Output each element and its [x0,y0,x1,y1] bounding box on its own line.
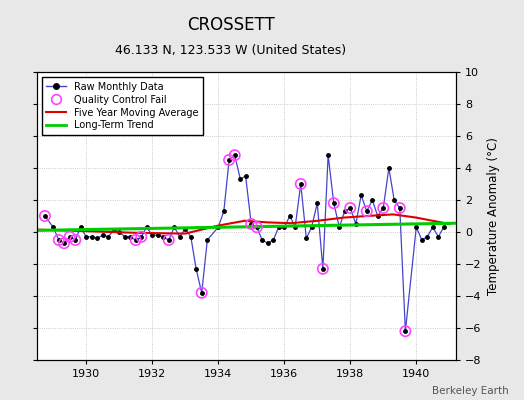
Point [66,234,74,240]
Point [165,237,173,243]
Point [231,152,239,158]
Point [253,224,261,230]
Point [198,290,206,296]
Point [396,205,404,211]
Point [54,237,63,243]
Point [379,205,387,211]
Point [346,205,354,211]
Text: Berkeley Earth: Berkeley Earth [432,386,508,396]
Point [319,266,327,272]
Point [247,221,255,227]
Legend: Raw Monthly Data, Quality Control Fail, Five Year Moving Average, Long-Term Tren: Raw Monthly Data, Quality Control Fail, … [41,77,203,135]
Point [401,328,410,334]
Point [132,237,140,243]
Point [363,208,371,214]
Point [137,234,146,240]
Text: 46.133 N, 123.533 W (United States): 46.133 N, 123.533 W (United States) [115,44,346,57]
Point [297,181,305,187]
Y-axis label: Temperature Anomaly (°C): Temperature Anomaly (°C) [487,137,500,295]
Point [225,157,233,163]
Point [330,200,338,206]
Point [41,213,49,219]
Point [60,240,68,246]
Text: CROSSETT: CROSSETT [187,16,275,34]
Point [71,237,80,243]
